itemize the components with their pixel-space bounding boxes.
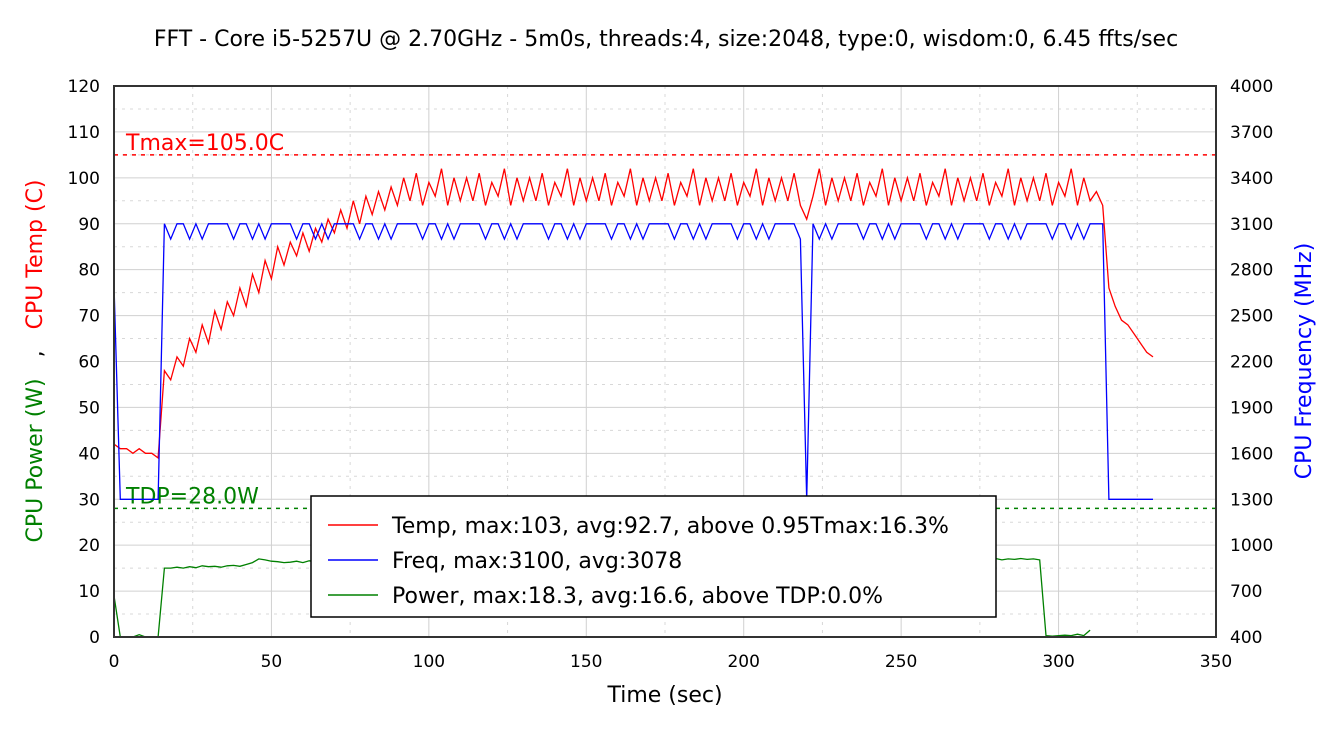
legend-label-power: Power, max:18.3, avg:16.6, above TDP:0.0… [392, 584, 883, 609]
y-tick-label-right: 700 [1230, 582, 1262, 602]
y-tick-label-left: 80 [78, 261, 100, 281]
y-tick-label-left: 60 [78, 353, 100, 373]
y-tick-label-left: 40 [78, 444, 100, 464]
y-tick-label-left: 90 [78, 215, 100, 235]
y-tick-label-right: 1600 [1230, 444, 1273, 464]
y-label-temp: CPU Temp (C) [23, 179, 48, 329]
y-tick-label-left: 10 [78, 582, 100, 602]
x-tick-label: 0 [109, 652, 120, 672]
y-label-power: CPU Power (W) [23, 378, 48, 542]
y-axis-label-left: CPU Power (W) , CPU Temp (C) [23, 179, 48, 542]
legend-label-freq: Freq, max:3100, avg:3078 [392, 549, 682, 574]
y-tick-label-right: 4000 [1230, 77, 1273, 97]
series-line-freq [113, 222, 1153, 500]
y-tick-label-left: 70 [78, 307, 100, 327]
ticks: 0102030405060708090100110120400700100013… [68, 77, 1274, 672]
y-tick-label-right: 2200 [1230, 353, 1273, 373]
y-axis-label-right: CPU Frequency (MHz) [1292, 243, 1317, 480]
threshold-label: TDP=28.0W [125, 484, 259, 509]
annotations: Tmax=105.0C TDP=28.0W [114, 131, 1216, 509]
x-tick-label: 100 [413, 652, 445, 672]
chart-title: FFT - Core i5-5257U @ 2.70GHz - 5m0s, th… [154, 27, 1178, 52]
legend-box [310, 495, 997, 618]
y-tick-label-left: 20 [78, 536, 100, 556]
x-tick-label: 50 [261, 652, 283, 672]
y-tick-label-right: 1900 [1230, 398, 1273, 418]
y-tick-label-left: 100 [68, 169, 100, 189]
y-tick-label-left: 30 [78, 490, 100, 510]
y-tick-label-right: 400 [1230, 628, 1262, 648]
y-tick-label-left: 0 [89, 628, 100, 648]
x-tick-label: 250 [885, 652, 917, 672]
y-tick-label-left: 120 [68, 77, 100, 97]
y-tick-label-right: 3400 [1230, 169, 1273, 189]
x-tick-label: 350 [1200, 652, 1232, 672]
y-tick-label-right: 2500 [1230, 307, 1273, 327]
x-tick-label: 300 [1042, 652, 1074, 672]
y-tick-label-left: 110 [68, 123, 100, 143]
x-axis-label: Time (sec) [606, 683, 722, 708]
y-tick-label-right: 3100 [1230, 215, 1273, 235]
y-tick-label-right: 3700 [1230, 123, 1273, 143]
y-tick-label-right: 2800 [1230, 261, 1273, 281]
y-tick-label-right: 1300 [1230, 490, 1273, 510]
x-tick-label: 200 [727, 652, 759, 672]
plot-frame [113, 85, 1217, 638]
y-tick-label-left: 50 [78, 398, 100, 418]
legend-label-temp: Temp, max:103, avg:92.7, above 0.95Tmax:… [391, 514, 949, 539]
legend: Temp, max:103, avg:92.7, above 0.95Tmax:… [310, 495, 997, 618]
threshold-label: Tmax=105.0C [125, 131, 284, 156]
y-tick-label-right: 1000 [1230, 536, 1273, 556]
x-tick-label: 150 [570, 652, 602, 672]
y-label-separator: , [23, 350, 48, 357]
series-line-temp [113, 168, 1154, 460]
